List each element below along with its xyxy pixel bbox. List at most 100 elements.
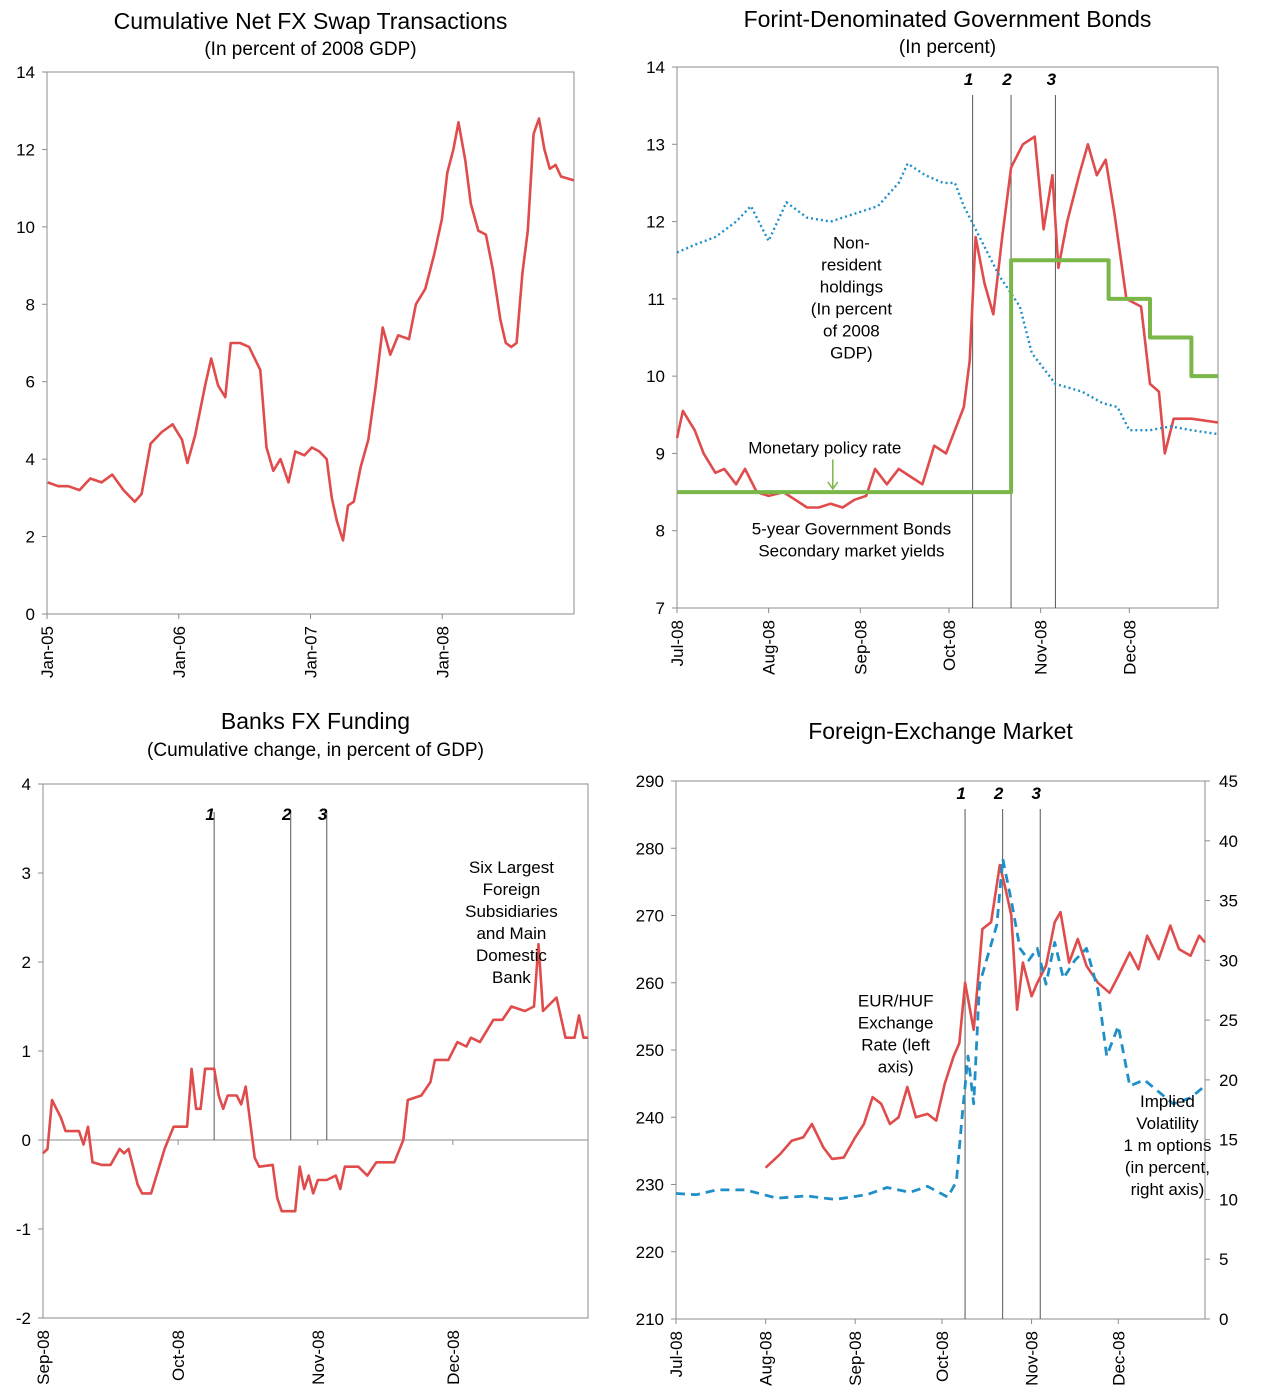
y-tick-label: 2 (26, 528, 35, 547)
plot-frame (676, 66, 1219, 609)
chart-fx: Foreign-Exchange Market21022023024025026… (636, 718, 1238, 1386)
chart-swap: Cumulative Net FX Swap Transactions (In p… (16, 8, 575, 678)
annotation-line: 1 m options (1123, 1136, 1211, 1155)
y-tick-label: 290 (636, 772, 664, 791)
event-label: 1 (205, 805, 214, 824)
event-label: 2 (281, 805, 292, 824)
chart-funding: Banks FX Funding (Cumulative change, in p… (16, 708, 589, 1385)
x-tick-label: Nov-08 (1032, 620, 1051, 675)
y-right-tick-label: 10 (1219, 1190, 1238, 1209)
annotation-line: Implied (1140, 1092, 1195, 1111)
y-right-tick-label: 40 (1219, 832, 1238, 851)
y-tick-label: 270 (636, 907, 664, 926)
annotation-line: Six Largest (469, 858, 554, 877)
y-tick-label: 11 (647, 290, 665, 309)
series-line-0 (42, 942, 588, 1213)
annotation-line: holdings (820, 278, 883, 297)
x-tick-label: Aug-08 (757, 1331, 776, 1386)
x-tick-label: Oct-08 (169, 1330, 188, 1381)
y-tick-label: 8 (26, 295, 35, 314)
event-label: 3 (1031, 784, 1041, 803)
y-right-tick-label: 15 (1219, 1131, 1238, 1150)
y-tick-label: 4 (26, 450, 35, 469)
event-label: 3 (1047, 70, 1057, 89)
event-label: 3 (318, 805, 328, 824)
y-tick-label: 4 (22, 775, 31, 794)
y-tick-label: 230 (636, 1176, 664, 1195)
y-tick-label: 14 (646, 58, 665, 77)
y-right-tick-label: 5 (1219, 1250, 1228, 1269)
y-tick-label: 240 (636, 1108, 664, 1127)
event-label: 2 (993, 784, 1004, 803)
x-tick-label: Jan-08 (433, 626, 452, 678)
x-tick-label: Sep-08 (846, 1331, 865, 1386)
annotation-line: resident (821, 256, 882, 275)
x-tick-label: Dec-08 (444, 1330, 463, 1385)
x-tick-label: Dec-08 (1120, 620, 1139, 675)
x-tick-label: Oct-08 (933, 1331, 952, 1382)
annotation-line: Domestic (476, 946, 547, 965)
chart-subtitle: (In percent) (899, 37, 996, 58)
chart-subtitle: (Cumulative change, in percent of GDP) (147, 740, 484, 761)
annotation-line: of 2008 (823, 322, 880, 341)
annotation-line: 5-year Government Bonds (752, 520, 951, 539)
annotation-line: and Main (476, 924, 546, 943)
y-tick-label: 210 (636, 1310, 664, 1329)
x-tick-label: Nov-08 (309, 1330, 328, 1385)
series-line-0 (47, 117, 575, 542)
y-tick-label: 2 (22, 953, 31, 972)
y-tick-label: 9 (656, 444, 665, 463)
x-tick-label: Nov-08 (1023, 1331, 1042, 1386)
annotation-line: axis) (878, 1057, 914, 1076)
chart-title: Banks FX Funding (221, 708, 410, 734)
y-tick-label: -1 (16, 1220, 31, 1239)
y-right-tick-label: 45 (1219, 772, 1238, 791)
y-tick-label: 260 (636, 974, 664, 993)
y-tick-label: 14 (16, 63, 35, 82)
x-tick-label: Jan-05 (38, 626, 57, 678)
y-tick-label: 12 (16, 140, 35, 159)
y-tick-label: 12 (646, 213, 665, 232)
y-tick-label: 3 (22, 864, 31, 883)
y-tick-label: 280 (636, 839, 664, 858)
x-tick-label: Jul-08 (667, 1331, 686, 1377)
y-tick-label: 13 (646, 135, 665, 154)
x-tick-label: Jan-06 (170, 626, 189, 678)
annotation-line: Rate (left (861, 1035, 930, 1054)
annotation-line: Subsidiaries (465, 902, 558, 921)
x-tick-label: Sep-08 (851, 620, 870, 675)
plot-frame (46, 71, 575, 615)
x-tick-label: Jan-07 (302, 626, 321, 678)
y-tick-label: 1 (22, 1042, 31, 1061)
event-label: 2 (1001, 70, 1012, 89)
y-right-tick-label: 35 (1219, 892, 1238, 911)
event-label: 1 (964, 70, 973, 89)
series-line-1 (675, 857, 1206, 1201)
x-tick-label: Sep-08 (34, 1330, 53, 1385)
annotation-line: Exchange (858, 1013, 934, 1032)
annotation-line: right axis) (1131, 1180, 1205, 1199)
annotation-line: Foreign (483, 880, 541, 899)
y-tick-label: -2 (16, 1309, 31, 1328)
y-tick-label: 10 (646, 367, 665, 386)
y-tick-label: 10 (16, 218, 35, 237)
y-tick-label: 0 (26, 605, 35, 624)
annotation-line: (In percent (811, 300, 893, 319)
y-tick-label: 7 (656, 599, 665, 618)
x-tick-label: Jul-08 (668, 620, 687, 666)
plot-frame (675, 780, 1206, 1320)
chart-title: Forint-Denominated Government Bonds (744, 6, 1152, 32)
annotation-line: Secondary market yields (758, 542, 944, 561)
chart-bonds: Forint-Denominated Government Bonds (In p… (646, 6, 1219, 675)
annotation-line: (in percent, (1125, 1158, 1210, 1177)
series-line-0 (764, 863, 1206, 1169)
chart-title: Cumulative Net FX Swap Transactions (114, 8, 508, 34)
x-tick-label: Aug-08 (760, 620, 779, 675)
y-tick-label: 220 (636, 1243, 664, 1262)
y-right-tick-label: 30 (1219, 951, 1238, 970)
y-tick-label: 8 (656, 522, 665, 541)
annotation-line: Monetary policy rate (748, 438, 901, 457)
annotation-line: Volatility (1136, 1114, 1199, 1133)
annotation-line: Non- (833, 234, 870, 253)
